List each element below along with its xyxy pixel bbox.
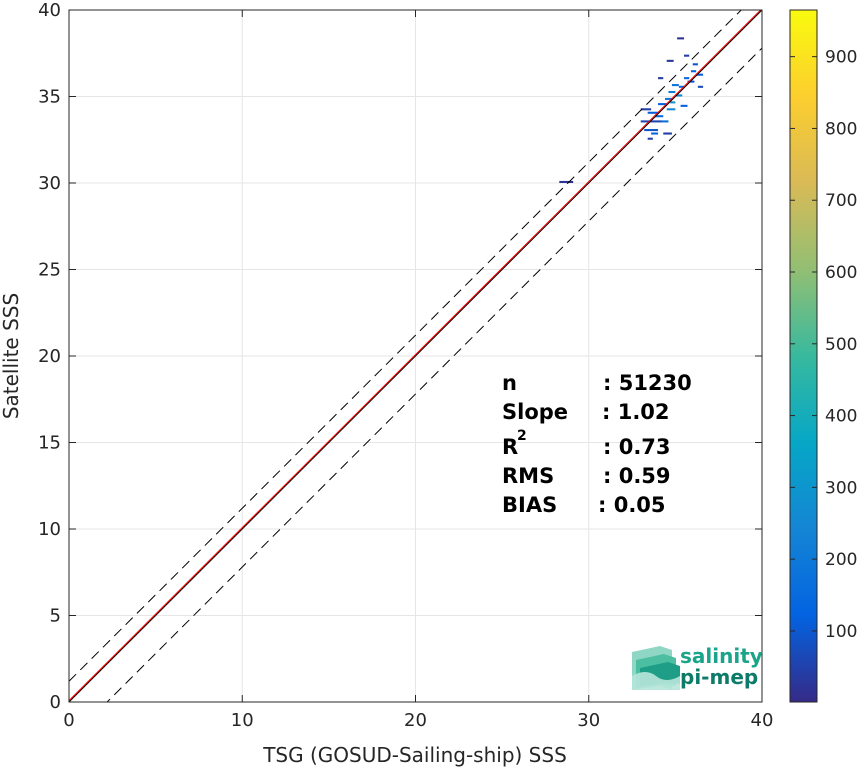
stat-r2-label: R — [502, 435, 518, 459]
density-cell — [696, 73, 704, 76]
density-cell — [647, 137, 653, 140]
density-cell — [680, 104, 688, 107]
y-tick-label: 10 — [38, 519, 61, 540]
density-cell — [654, 115, 664, 118]
colorbar-tick-label: 100 — [825, 622, 857, 642]
density-cell — [644, 129, 659, 132]
density-cell — [678, 85, 685, 88]
colorbar — [789, 9, 818, 703]
density-cell — [658, 77, 664, 80]
salinity-pi-mep-logo: salinity pi-mep — [632, 644, 763, 690]
density-cell — [690, 70, 697, 73]
density-cell — [671, 84, 679, 87]
x-tick-label: 0 — [63, 710, 74, 731]
density-cell — [664, 97, 672, 100]
y-tick-label: 15 — [38, 433, 61, 454]
density-cell — [666, 59, 674, 62]
colorbar-tick-label: 300 — [825, 478, 857, 498]
density-cell — [684, 54, 690, 57]
density-cell — [640, 108, 652, 111]
y-tick-label: 0 — [50, 692, 61, 713]
density-cell — [697, 85, 704, 88]
density-cell — [658, 103, 667, 106]
stat-r2-sup: 2 — [517, 428, 527, 444]
colorbar-tick-label: 200 — [825, 550, 857, 570]
wave-icon — [632, 646, 680, 690]
x-axis-label: TSG (GOSUD-Sailing-ship) SSS — [262, 743, 567, 767]
x-tick-label: 10 — [231, 710, 254, 731]
y-axis-ticks: 0 5 10 15 20 25 30 35 40 — [38, 0, 762, 713]
stats-box: n : 51230 Slope : 1.02 R 2 : 0.73 RMS : … — [502, 371, 692, 517]
colorbar-ticks: 100 200 300 400 500 600 700 800 900 — [790, 48, 857, 642]
line-lower-bound — [106, 47, 762, 702]
density-cell — [651, 132, 659, 135]
colorbar-tick-label: 500 — [825, 335, 857, 355]
density-cell — [684, 77, 690, 80]
density-cell — [661, 120, 669, 123]
x-axis-ticks: 0 10 20 30 40 — [63, 10, 773, 731]
colorbar-tick-label: 600 — [825, 263, 857, 283]
y-tick-label: 20 — [38, 346, 61, 367]
density-cell — [666, 108, 676, 111]
logo-text-line1: salinity — [680, 644, 763, 668]
density-cell — [675, 94, 683, 97]
y-tick-label: 30 — [38, 173, 61, 194]
density-cell — [692, 63, 698, 66]
density-cell — [663, 132, 672, 135]
stat-slope-label: Slope — [502, 400, 568, 424]
stat-rms-label: RMS — [502, 464, 554, 488]
stat-n-value: : 51230 — [603, 371, 692, 395]
x-tick-label: 20 — [404, 710, 427, 731]
density-cell — [668, 90, 676, 94]
colorbar-tick-label: 800 — [825, 119, 857, 139]
y-axis-label: Satellite SSS — [0, 293, 23, 419]
x-tick-label: 40 — [751, 710, 774, 731]
line-upper-bound — [69, 10, 742, 682]
stat-r2-value: : 0.73 — [603, 435, 671, 459]
stat-slope-value: : 1.02 — [602, 400, 670, 424]
density-cell — [647, 111, 659, 114]
line-identity — [69, 10, 762, 702]
stat-n-label: n — [502, 371, 517, 395]
stat-bias-value: : 0.05 — [598, 493, 666, 517]
reference-lines — [69, 10, 762, 702]
y-tick-label: 25 — [38, 260, 61, 281]
stat-bias-label: BIAS — [502, 493, 557, 517]
x-tick-label: 30 — [577, 710, 600, 731]
y-tick-label: 40 — [38, 0, 61, 21]
density-cell — [677, 37, 685, 40]
y-tick-label: 5 — [50, 606, 61, 627]
y-tick-label: 35 — [38, 87, 61, 108]
colorbar-tick-label: 700 — [825, 191, 857, 211]
colorbar-tick-label: 900 — [825, 48, 857, 68]
stat-rms-value: : 0.59 — [603, 464, 671, 488]
colorbar-tick-label: 400 — [825, 407, 857, 427]
line-fit — [69, 10, 762, 701]
density-cell — [559, 180, 574, 183]
logo-text-line2: pi-mep — [680, 665, 758, 689]
density-cell — [670, 101, 676, 104]
